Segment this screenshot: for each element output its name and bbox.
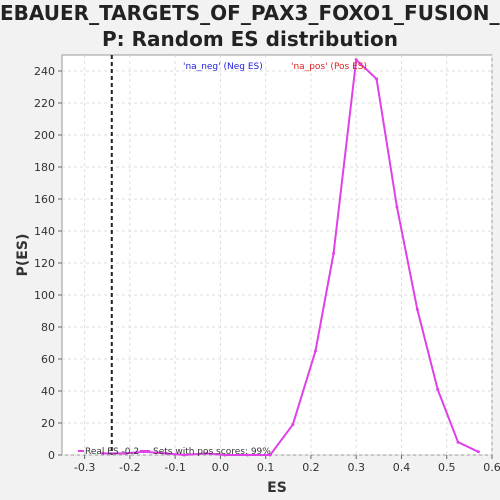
x-tick-label: 0.0	[212, 461, 230, 474]
data-point	[375, 77, 379, 81]
legend-sets-pos: Sets with pos scores: 99%	[153, 447, 271, 457]
y-tick-label: 60	[41, 353, 55, 366]
legend-pos: 'na_pos' (Pos ES)	[291, 62, 367, 72]
x-tick-label: -0.2	[119, 461, 140, 474]
x-tick-label: 0.4	[393, 461, 411, 474]
data-point	[415, 307, 419, 311]
y-tick-label: 220	[34, 97, 55, 110]
data-point	[246, 453, 250, 457]
data-point	[268, 453, 272, 457]
data-point	[332, 251, 336, 255]
y-tick-label: 160	[34, 193, 55, 206]
data-point	[182, 453, 186, 457]
y-tick-label: 80	[41, 321, 55, 334]
y-tick-label: 100	[34, 289, 55, 302]
y-axis-label: P(ES)	[15, 234, 31, 277]
data-point	[395, 205, 399, 209]
y-tick-label: 40	[41, 385, 55, 398]
x-tick-label: 0.6	[483, 461, 500, 474]
y-tick-label: 140	[34, 225, 55, 238]
data-point	[456, 440, 460, 444]
y-tick-label: 20	[41, 417, 55, 430]
data-point	[313, 349, 317, 353]
x-tick-label: -0.3	[74, 461, 95, 474]
x-axis-label: ES	[267, 480, 287, 496]
y-tick-label: 120	[34, 257, 55, 270]
data-point	[436, 387, 440, 391]
data-point	[291, 423, 295, 427]
data-point	[123, 451, 127, 455]
y-tick-label: 200	[34, 129, 55, 142]
chart-title-line2: P: Random ES distribution	[102, 27, 398, 51]
chart-title-line1: EBAUER_TARGETS_OF_PAX3_FOXO1_FUSION_U	[0, 1, 500, 25]
x-tick-label: 0.1	[257, 461, 275, 474]
legend-neg: 'na_neg' (Neg ES)	[183, 62, 263, 72]
data-point	[164, 451, 168, 455]
grid-lines	[62, 55, 493, 456]
y-axis-ticks: 0 20 40 60 80 100 120 140 160 180 200 220 240	[34, 65, 62, 462]
data-point	[476, 450, 480, 454]
data-point	[205, 451, 209, 455]
y-tick-label: 240	[34, 65, 55, 78]
chart-title: EBAUER_TARGETS_OF_PAX3_FOXO1_FUSION_U P:…	[0, 0, 500, 52]
y-tick-label: 180	[34, 161, 55, 174]
data-point	[354, 58, 358, 62]
x-tick-label: 0.3	[347, 461, 365, 474]
legend-real-es: Real ES -0.2	[85, 447, 139, 457]
x-tick-label: 0.2	[302, 461, 320, 474]
x-axis-ticks: -0.3 -0.2 -0.1 0.0 0.1 0.2 0.3 0.4 0.5 0.6	[74, 455, 500, 474]
plot-area	[61, 54, 493, 456]
y-tick-label: 0	[48, 449, 55, 462]
data-point	[223, 453, 227, 457]
data-point	[101, 451, 105, 455]
x-tick-label: 0.5	[438, 461, 456, 474]
x-tick-label: -0.1	[164, 461, 185, 474]
